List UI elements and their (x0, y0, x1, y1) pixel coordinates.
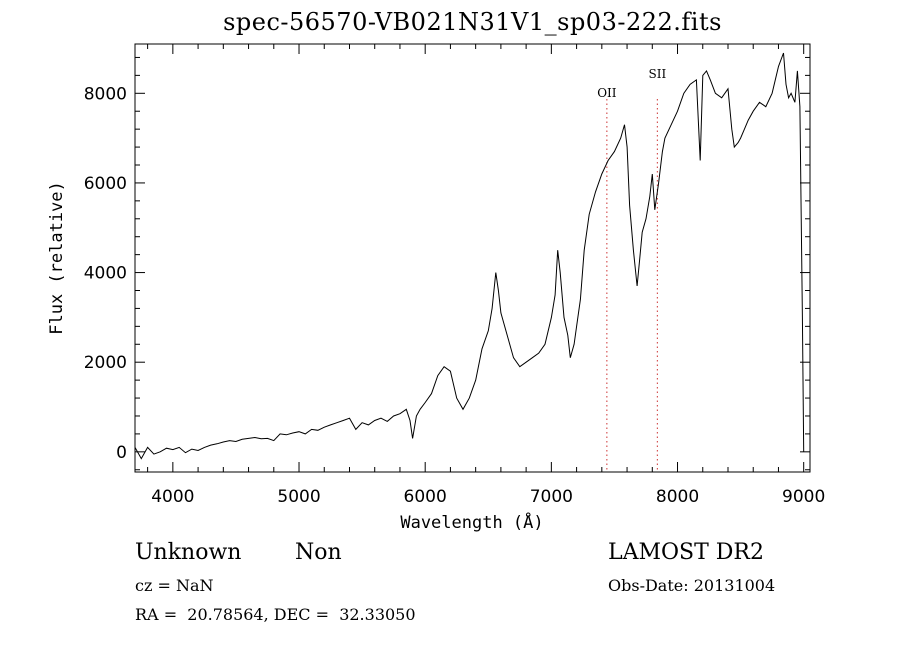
line-label-sii: SII (648, 67, 666, 81)
x-axis-label: Wavelength (Å) (400, 511, 543, 533)
x-tick-label: 4000 (151, 487, 194, 507)
y-tick-label: 2000 (84, 353, 127, 373)
x-tick-label: 5000 (277, 487, 320, 507)
observation-date: Obs-Date: 20131004 (608, 576, 776, 595)
object-subclass: Non (295, 540, 342, 565)
y-tick-label: 6000 (84, 174, 127, 194)
redshift-cz: cz = NaN (135, 576, 214, 595)
x-tick-label: 6000 (404, 487, 447, 507)
y-tick-label: 8000 (84, 84, 127, 104)
sky-coordinates: RA = 20.78564, DEC = 32.33050 (135, 605, 416, 624)
spectrum-line (134, 52, 805, 460)
survey-name: LAMOST DR2 (608, 540, 764, 565)
object-class: Unknown (135, 540, 242, 565)
axis-ticks (135, 44, 810, 472)
x-tick-label: 8000 (656, 487, 699, 507)
x-tick-label: 9000 (782, 487, 825, 507)
emission-line-markers: OII SII (597, 67, 666, 472)
y-axis-label: Flux (relative) (47, 181, 67, 335)
y-tick-label: 0 (116, 443, 127, 463)
y-tick-label: 4000 (84, 264, 127, 284)
x-tick-label: 7000 (530, 487, 573, 507)
plot-frame (134, 43, 811, 473)
chart-title: spec-56570-VB021N31V1_sp03-222.fits (223, 8, 722, 36)
axis-tick-labels: 4000 5000 6000 7000 8000 9000 0 2000 4000 6000 800… (84, 84, 826, 507)
line-label-oii: OII (597, 86, 617, 100)
